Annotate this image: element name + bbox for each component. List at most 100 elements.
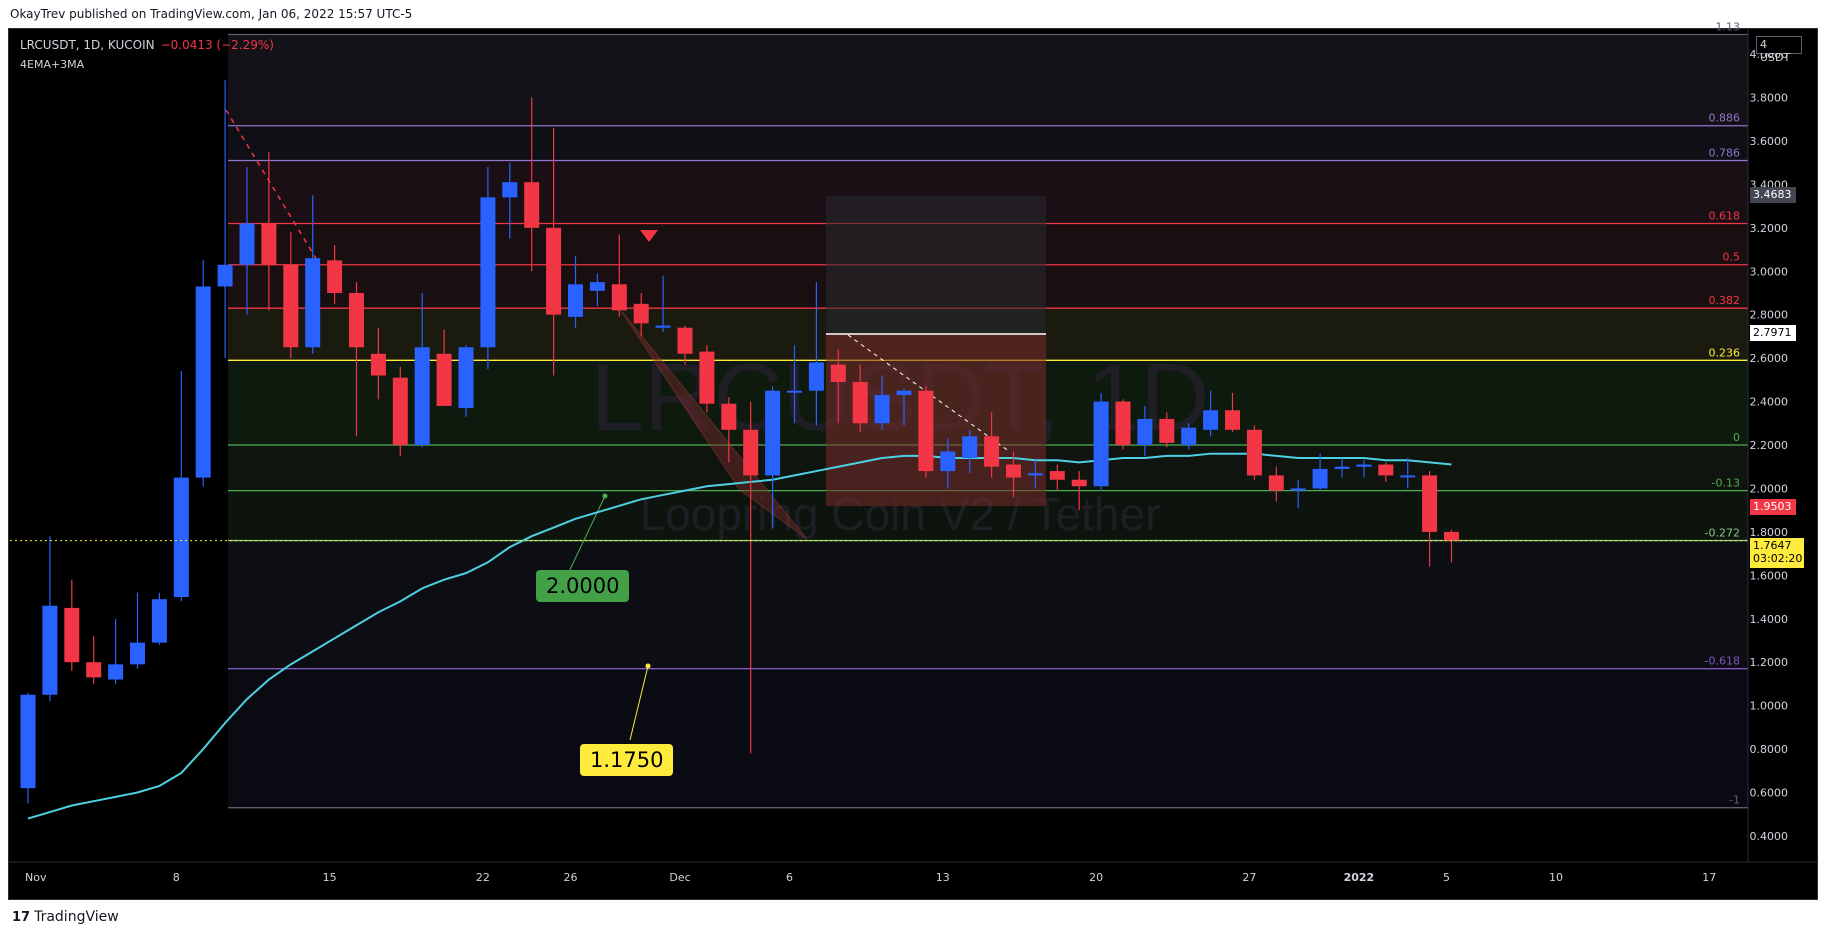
position-box-shade — [826, 196, 1046, 334]
current-price-tag: 1.7647 03:02:20 — [1750, 538, 1804, 568]
candle-body — [305, 258, 321, 348]
candle-body — [1159, 418, 1175, 443]
candle-body — [787, 390, 802, 393]
candle-body — [108, 664, 124, 680]
x-tick-label: Nov — [25, 871, 47, 884]
y-tick-label: 2.4000 — [1750, 396, 1789, 409]
tv-logo-icon: 17 — [12, 910, 31, 925]
published-bar: OkayTrev published on TradingView.com, J… — [0, 0, 1824, 28]
x-tick-label: 22 — [476, 871, 490, 884]
y-tick-label: 1.0000 — [1750, 700, 1789, 713]
fib-label: -1 — [1729, 794, 1740, 807]
x-tick-label: Dec — [669, 871, 690, 884]
candle-body — [1422, 475, 1438, 532]
fib-label: 0.236 — [1709, 346, 1741, 359]
y-tick-label: 2.0000 — [1750, 482, 1789, 495]
dashed-trend-red — [225, 109, 321, 266]
callout-green-pointer — [565, 495, 606, 579]
candle-body — [1006, 464, 1021, 478]
y-tick-label: 0.8000 — [1750, 743, 1789, 756]
fib-label: -0.618 — [1705, 655, 1740, 668]
candle-body — [1444, 531, 1459, 541]
candle-body — [42, 605, 58, 695]
candle-body — [1378, 464, 1394, 476]
indicator-legend[interactable]: 4EMA+3MA — [20, 58, 85, 71]
fib-label: 0 — [1733, 431, 1740, 444]
footer: 17 TradingView — [0, 900, 1824, 933]
candle-body — [414, 347, 430, 445]
candle-body — [962, 436, 978, 459]
fib-label: -0.13 — [1712, 477, 1740, 490]
price-axis[interactable]: 4.00003.80003.60003.40003.20003.00002.80… — [1747, 28, 1789, 862]
x-tick-label: 26 — [564, 871, 578, 884]
candle-body — [1093, 401, 1109, 487]
y-tick-label: 2.2000 — [1750, 439, 1789, 452]
candle-body — [677, 327, 693, 354]
x-tick-label: 27 — [1242, 871, 1256, 884]
current-price: 1.7647 — [1753, 539, 1792, 552]
time-axis[interactable]: Nov 8 15 22 26 Dec 6 13 20 27 2022 5 10 17 — [8, 861, 1818, 884]
fib-label: 0.5 — [1723, 251, 1741, 264]
bar-countdown: 03:02:20 — [1753, 552, 1803, 565]
candle-body — [327, 260, 343, 293]
candle-body — [1312, 468, 1328, 489]
candle-body — [173, 477, 189, 598]
currency-badge-label: USDT — [1760, 51, 1791, 64]
candle-body — [830, 364, 846, 383]
candle-body — [1071, 479, 1087, 487]
candle-body — [86, 662, 102, 678]
currency-badge[interactable]: 4 USDT — [1756, 36, 1802, 64]
candle-body — [896, 390, 912, 396]
candle-body — [1356, 464, 1372, 467]
x-tick-label: 5 — [1443, 871, 1450, 884]
x-tick-label: 20 — [1089, 871, 1103, 884]
candle-body — [349, 292, 364, 348]
candle-body — [151, 599, 167, 643]
price-change: −0.0413 (−2.29%) — [160, 38, 274, 52]
x-tick-label: 8 — [173, 871, 180, 884]
candle-body — [1334, 466, 1350, 469]
symbol-legend[interactable]: LRCUSDT, 1D, KUCOIN −0.0413 (−2.29%) — [20, 38, 274, 52]
y-tick-label: 3.6000 — [1750, 135, 1789, 148]
fib-label: -0.272 — [1705, 527, 1740, 540]
ema-line — [27, 452, 1452, 820]
candle-body — [1268, 475, 1284, 491]
x-tick-label: 6 — [786, 871, 793, 884]
tradingview-logo[interactable]: 17 TradingView — [12, 909, 119, 925]
published-text: OkayTrev published on TradingView.com, J… — [10, 7, 413, 21]
candle-body — [721, 403, 737, 430]
candle-body — [655, 325, 671, 328]
y-tick-label: 2.8000 — [1750, 309, 1789, 322]
candle-body — [940, 451, 956, 472]
callout-green[interactable]: 2.0000 — [536, 570, 630, 602]
candle-body — [1137, 418, 1153, 445]
candle-body — [1027, 473, 1043, 476]
y-tick-label: 0.6000 — [1750, 787, 1789, 800]
y-tick-label: 1.4000 — [1750, 613, 1789, 626]
candle-body — [1181, 427, 1197, 445]
x-tick-label: 10 — [1549, 871, 1563, 884]
candle-body — [1400, 475, 1416, 478]
candle-body — [64, 607, 80, 663]
price-tag-red: 1.9503 — [1750, 499, 1796, 515]
x-tick-label: 17 — [1702, 871, 1716, 884]
candle-body — [874, 395, 890, 424]
callout-yellow-pointer — [629, 665, 649, 741]
x-tick-label: 2022 — [1344, 871, 1375, 884]
candle-body — [633, 303, 649, 324]
y-tick-label: 1.8000 — [1750, 526, 1789, 539]
fib-zone — [228, 34, 1748, 126]
callout-yellow[interactable]: 1.1750 — [580, 744, 674, 776]
candle-body — [1246, 429, 1262, 476]
candle-body — [239, 223, 255, 265]
fib-label: 0.786 — [1709, 146, 1741, 159]
fib-label: 1.13 — [1716, 21, 1741, 34]
candle-body — [918, 390, 934, 472]
candle-body — [502, 182, 518, 198]
currency-badge-value: 4 — [1760, 38, 1767, 51]
candle-body — [217, 264, 233, 287]
candle-body — [20, 694, 36, 789]
fib-zone — [228, 668, 1748, 808]
candlestick-chart[interactable]: 1.13 0.886 0.786 0.618 0.5 0.382 0.236 0 -0.13 -0… — [0, 0, 1824, 900]
y-tick-label: 3.2000 — [1750, 222, 1789, 235]
